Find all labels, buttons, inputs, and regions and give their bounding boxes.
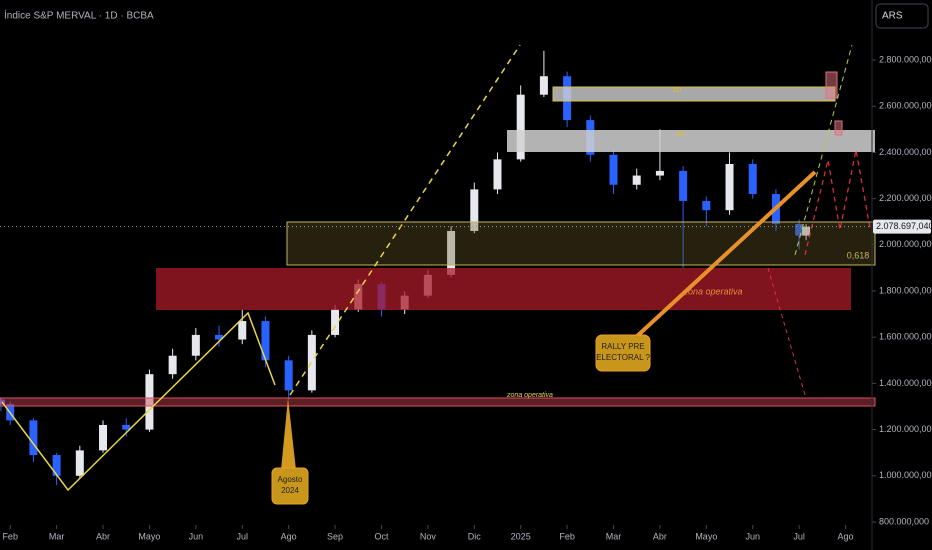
zone-label: zona operativa (506, 392, 553, 399)
candle-body (802, 226, 811, 236)
candle-body (795, 224, 804, 236)
currency-label[interactable]: ARS (882, 11, 903, 22)
zone-box (552, 86, 836, 102)
x-tick-label: Ago (281, 531, 297, 541)
candle-body (261, 321, 270, 361)
marker-box (834, 120, 843, 136)
candle-body (29, 420, 38, 456)
y-tick-label: 1.600.000,000 (879, 332, 932, 342)
fib-label: 0,618 (847, 250, 870, 260)
x-tick-label: Mayo (138, 531, 160, 541)
plot (0, 50, 811, 486)
callout-text: 2024 (281, 486, 299, 495)
candle-body (307, 334, 316, 391)
projection-line (804, 149, 871, 256)
candle-body (168, 355, 177, 375)
x-tick-label: Oct (374, 531, 389, 541)
candle-body (331, 309, 340, 335)
callout-text: ELECTORAL ? (596, 353, 650, 362)
trend-line (794, 44, 853, 256)
x-tick-label: Jun (189, 531, 204, 541)
zone-box (286, 221, 876, 266)
candle-body (655, 170, 664, 176)
x-tick-label: Mayo (695, 531, 717, 541)
candle-body (447, 230, 456, 275)
callout-box (595, 334, 651, 372)
x-tick-label: Nov (420, 531, 437, 541)
zone-box (156, 268, 851, 310)
trend-line (1, 311, 276, 492)
candle-body (238, 321, 247, 340)
y-tick-label: 1.000.000,000 (879, 470, 932, 480)
y-tick-label: 1.800.000,000 (879, 285, 932, 295)
candle-body (52, 455, 61, 476)
y-tick-label: 2.600.000,000 (879, 101, 932, 111)
x-tick-label: Jul (793, 531, 805, 541)
callout-box (271, 467, 309, 505)
candle-body (215, 334, 224, 340)
chart-title: Índice S&P MERVAL · 1D · BCBA (4, 9, 154, 22)
y-tick-label: 1.400.000,000 (879, 378, 932, 388)
currency-button[interactable] (875, 3, 929, 29)
projection-line (767, 267, 806, 396)
price-tag-label: 2.078.697,040 (876, 221, 932, 231)
zone-label: zo (673, 85, 682, 94)
y-tick-label: 800.000,000 (879, 516, 929, 526)
candle-body (702, 200, 711, 211)
zone-box (507, 130, 875, 152)
candle-body (191, 334, 200, 356)
x-tick-label: Feb (559, 531, 575, 541)
candle-body (539, 76, 548, 95)
candle-body (725, 163, 734, 211)
price-tag (873, 219, 931, 234)
candle-body (493, 159, 502, 190)
candle-body (75, 450, 84, 476)
callout-pointer (620, 170, 817, 352)
candle-body (609, 154, 618, 185)
zone-label: zo (677, 129, 686, 138)
x-tick-label: Mar (49, 531, 65, 541)
candle-body (122, 424, 131, 430)
y-tick-label: 2.000.000,000 (879, 239, 932, 249)
x-tick-label: Ago (838, 531, 854, 541)
candle-body (632, 175, 641, 185)
x-tick-label: Sep (327, 531, 343, 541)
x-tick-label: Feb (2, 531, 18, 541)
x-tick-label: Jun (745, 531, 760, 541)
trend-line (289, 44, 521, 396)
x-tick-label: Mar (606, 531, 622, 541)
candle-body (679, 170, 688, 201)
x-tick-label: Jul (236, 531, 248, 541)
callout-text: Agosto (278, 475, 303, 484)
y-tick-label: 2.400.000,000 (879, 147, 932, 157)
marker-box (825, 71, 838, 99)
x-tick-label: Abr (653, 531, 667, 541)
drawings: zo zo zona operativa zona operativa 0,61… (0, 44, 876, 505)
y-tick-label: 1.200.000,000 (879, 424, 932, 434)
candle-body (748, 163, 757, 195)
candle-body (284, 360, 293, 391)
x-tick-label: Dic (468, 531, 481, 541)
callout-text: RALLY PRE (601, 342, 644, 351)
y-tick-label: 2.200.000,000 (879, 193, 932, 203)
callout-pointer (281, 398, 296, 470)
zone-label: zona operativa (682, 286, 742, 296)
x-tick-label: 2025 (511, 531, 531, 541)
y-tick-label: 2.800.000,000 (879, 54, 932, 64)
candle-body (470, 189, 479, 231)
candle-body (145, 374, 154, 430)
zone-box (0, 397, 876, 407)
x-tick-label: Abr (96, 531, 110, 541)
candle-body (99, 424, 108, 451)
candle-body (516, 94, 525, 160)
